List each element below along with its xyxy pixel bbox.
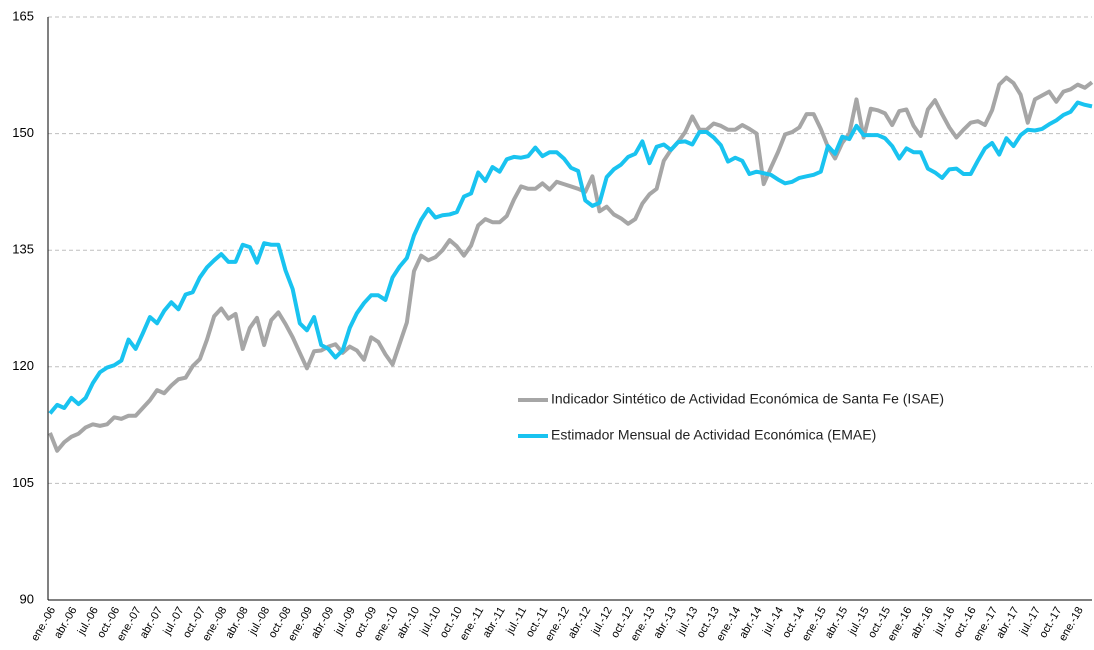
y-tick-label: 105	[12, 475, 34, 490]
series-line	[48, 75, 1094, 453]
legend-label: Indicador Sintético de Actividad Económi…	[551, 391, 944, 407]
y-tick-label: 165	[12, 8, 34, 23]
x-tick-label: ene.-06	[29, 605, 58, 643]
series-line	[48, 100, 1093, 415]
y-tick-label: 135	[12, 242, 34, 257]
y-tick-label: 120	[12, 358, 34, 373]
legend-label: Estimador Mensual de Actividad Económica…	[551, 427, 876, 443]
y-tick-label: 150	[12, 125, 34, 140]
y-tick-label: 90	[20, 591, 34, 606]
